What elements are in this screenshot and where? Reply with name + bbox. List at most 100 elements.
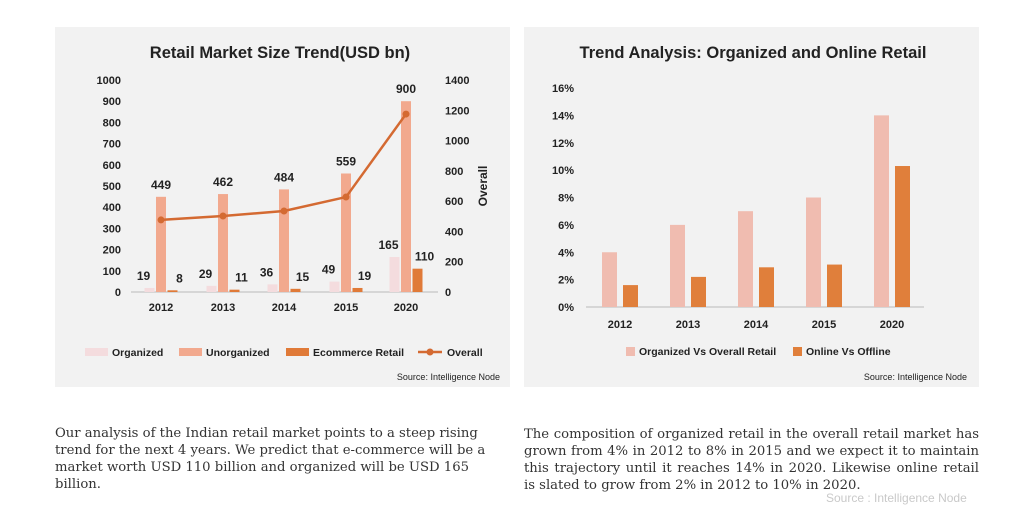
x-tick-label: 2012 [149, 302, 173, 314]
data-label: 49 [322, 263, 336, 277]
data-label: 462 [213, 175, 233, 189]
overall-point [402, 110, 410, 118]
y-tick-label: 400 [103, 202, 121, 214]
bar-organized-vs-overall-retail [670, 224, 685, 307]
bar-unorganized [218, 194, 228, 292]
overall-point [157, 216, 165, 224]
x-tick-label: 2012 [608, 319, 632, 331]
y-tick-label: 500 [103, 181, 121, 193]
data-label: 36 [260, 265, 274, 279]
bar-organized [206, 285, 217, 292]
data-label: 8 [176, 271, 183, 285]
y-tick-label: 200 [103, 245, 121, 257]
y-tick-label: 6% [558, 220, 574, 232]
legend-swatch [626, 347, 635, 356]
overall-point [280, 207, 288, 215]
bar-unorganized [279, 189, 289, 292]
x-tick-label: 2015 [812, 319, 836, 331]
x-tick-label: 2020 [394, 302, 418, 314]
y-tick-label: 0% [558, 302, 574, 314]
bar-organized [144, 287, 155, 292]
data-label: 559 [336, 154, 356, 168]
legend-label: Overall [447, 347, 483, 359]
legend-label: Organized Vs Overall Retail [639, 346, 776, 358]
legend-label: Ecommerce Retail [313, 347, 404, 359]
bar-ecommerce-retail [229, 289, 240, 292]
chart-source: Source: Intelligence Node [397, 372, 500, 382]
legend-swatch [85, 348, 108, 356]
data-label: 449 [151, 178, 171, 192]
chart-title: Retail Market Size Trend(USD bn) [150, 44, 410, 62]
chart-title: Trend Analysis: Organized and Online Ret… [580, 44, 927, 62]
legend-swatch [793, 347, 802, 356]
y2-axis-label: Overall [476, 166, 490, 207]
bar-online-vs-offline [827, 264, 842, 307]
y-tick-label: 10% [552, 165, 574, 177]
source-watermark: Source : Intelligence Node [826, 491, 967, 505]
data-label: 484 [274, 170, 294, 184]
y-tick-label: 8% [558, 193, 574, 205]
y2-tick-label: 600 [445, 196, 463, 208]
y2-tick-label: 400 [445, 226, 463, 238]
bar-online-vs-offline [623, 285, 638, 307]
retail-market-size-chart: Retail Market Size Trend(USD bn) Source:… [85, 44, 500, 382]
bar-organized-vs-overall-retail [602, 252, 617, 307]
y-tick-label: 900 [103, 96, 121, 108]
bar-organized [329, 281, 340, 292]
data-label: 19 [137, 269, 151, 283]
y-tick-label: 700 [103, 139, 121, 151]
right-analysis-paragraph: The composition of organized retail in t… [524, 427, 979, 493]
data-label: 15 [296, 270, 310, 284]
bar-organized-vs-overall-retail [874, 115, 889, 307]
y2-tick-label: 800 [445, 166, 463, 178]
x-tick-label: 2014 [744, 319, 769, 331]
bar-ecommerce-retail [167, 290, 178, 292]
bar-online-vs-offline [895, 166, 910, 307]
legend-swatch [426, 348, 434, 356]
data-label: 110 [415, 250, 435, 264]
legend-label: Online Vs Offline [806, 346, 891, 358]
bar-organized-vs-overall-retail [806, 197, 821, 307]
x-tick-label: 2015 [334, 302, 358, 314]
overall-point [219, 212, 227, 220]
data-label: 29 [199, 267, 213, 281]
y-tick-label: 100 [103, 266, 121, 278]
bar-unorganized [341, 173, 351, 292]
y-tick-label: 16% [552, 83, 574, 95]
retail-market-size-chart-panel: Retail Market Size Trend(USD bn) Source:… [55, 27, 510, 387]
x-tick-label: 2014 [272, 302, 297, 314]
y2-tick-label: 1400 [445, 75, 469, 87]
data-label: 900 [396, 82, 416, 96]
x-tick-label: 2020 [880, 319, 904, 331]
bar-ecommerce-retail [290, 288, 301, 292]
bar-organized-vs-overall-retail [738, 211, 753, 307]
y2-tick-label: 200 [445, 257, 463, 269]
y-tick-label: 2% [558, 275, 574, 287]
y-tick-label: 4% [558, 247, 574, 259]
y-tick-label: 14% [552, 110, 574, 122]
bar-unorganized [156, 196, 166, 292]
bar-ecommerce-retail [352, 287, 363, 292]
y-tick-label: 600 [103, 160, 121, 172]
overall-point [342, 193, 350, 201]
y2-tick-label: 1000 [445, 136, 469, 148]
y-tick-label: 12% [552, 138, 574, 150]
bar-online-vs-offline [759, 267, 774, 307]
chart-source: Source: Intelligence Node [864, 372, 967, 382]
legend-label: Organized [112, 347, 163, 359]
legend-swatch [286, 348, 309, 356]
trend-analysis-chart-panel: Trend Analysis: Organized and Online Ret… [524, 27, 979, 387]
bar-organized [267, 284, 278, 292]
x-tick-label: 2013 [676, 319, 700, 331]
y-tick-label: 0 [115, 287, 121, 299]
legend-swatch [179, 348, 202, 356]
left-analysis-paragraph: Our analysis of the Indian retail market… [55, 426, 486, 492]
data-label: 19 [358, 269, 372, 283]
data-label: 11 [235, 271, 248, 285]
y-tick-label: 800 [103, 117, 121, 129]
data-label: 165 [378, 238, 398, 252]
legend-label: Unorganized [206, 347, 270, 359]
bar-online-vs-offline [691, 276, 706, 307]
bar-unorganized [401, 101, 411, 292]
bar-ecommerce-retail [412, 268, 423, 292]
